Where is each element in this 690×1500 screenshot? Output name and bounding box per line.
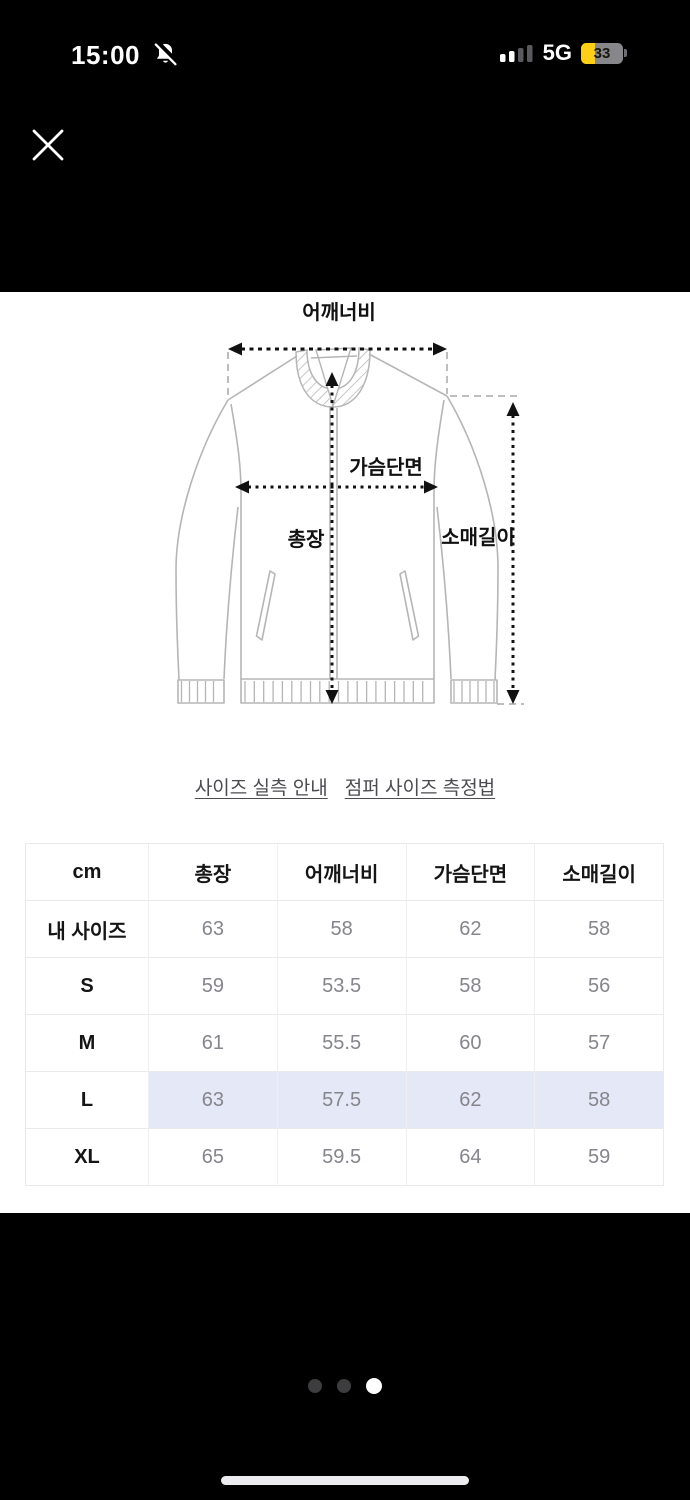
size-label: 내 사이즈 — [25, 900, 149, 958]
size-value: 62 — [405, 1071, 535, 1129]
shoulder-width-label: 어깨너비 — [302, 301, 376, 324]
size-value: 63 — [148, 1071, 278, 1129]
jacket-outline — [175, 353, 499, 704]
size-table: cm 총장 어깨너비 가슴단면 소매길이 내 사이즈 63 58 62 58 S 59 53.5 58 5… — [25, 843, 664, 1186]
column-header: 소매길이 — [534, 843, 664, 901]
chest-width-arrow — [235, 480, 438, 494]
size-label: S — [25, 957, 149, 1015]
pagination-dots — [0, 1378, 690, 1394]
column-header: 총장 — [148, 843, 278, 901]
table-row: 내 사이즈 63 58 62 58 — [25, 900, 664, 958]
battery-cap — [624, 49, 627, 57]
jacket-measurement-diagram: 어깨너비 가슴단면 총장 소매길이 — [175, 301, 524, 705]
shoulder-width-arrow — [228, 342, 447, 356]
table-row: L 63 57.5 62 58 — [25, 1071, 664, 1129]
size-value: 64 — [405, 1128, 535, 1186]
total-length-label: 총장 — [288, 528, 325, 551]
size-label: XL — [25, 1128, 149, 1186]
size-value: 58 — [534, 900, 664, 958]
home-indicator[interactable] — [221, 1476, 469, 1485]
size-value: 57 — [534, 1014, 664, 1072]
measure-guides — [227, 352, 524, 705]
pagination-dot[interactable] — [337, 1379, 351, 1393]
size-value: 59.5 — [276, 1128, 406, 1186]
battery-icon: 33 — [581, 42, 623, 64]
notifications-muted-icon — [154, 41, 179, 66]
close-icon — [32, 129, 64, 161]
close-button[interactable] — [26, 123, 70, 167]
guide-links: 사이즈 실측 안내 점퍼 사이즈 측정법 — [0, 773, 690, 800]
signal-strength-icon — [499, 44, 533, 62]
sleeve-length-arrow — [506, 402, 520, 704]
size-value: 61 — [148, 1014, 278, 1072]
network-type: 5G — [542, 40, 572, 65]
rib-lines — [180, 681, 495, 702]
total-length-arrow — [325, 372, 339, 704]
size-value: 56 — [534, 957, 664, 1015]
size-value: 58 — [405, 957, 535, 1015]
size-measure-guide-link[interactable]: 사이즈 실측 안내 — [194, 778, 328, 799]
size-value: 65 — [148, 1128, 278, 1186]
table-row: S 59 53.5 58 56 — [25, 957, 664, 1015]
column-header: cm — [25, 843, 149, 901]
size-value: 53.5 — [276, 957, 406, 1015]
size-value: 57.5 — [276, 1071, 406, 1129]
size-label: M — [25, 1014, 149, 1072]
table-header-row: cm 총장 어깨너비 가슴단면 소매길이 — [25, 843, 664, 901]
table-row: M 61 55.5 60 57 — [25, 1014, 664, 1072]
size-value: 63 — [148, 900, 278, 958]
clock: 15:00 — [71, 40, 140, 70]
size-value: 58 — [534, 1071, 664, 1129]
status-bar: 15:00 5G 33 — [0, 0, 690, 90]
size-label: L — [25, 1071, 149, 1129]
pagination-dot[interactable] — [366, 1378, 382, 1394]
chest-width-label: 가슴단면 — [349, 456, 423, 479]
size-value: 55.5 — [276, 1014, 406, 1072]
jumper-size-method-link[interactable]: 점퍼 사이즈 측정법 — [344, 778, 496, 799]
size-value: 58 — [276, 900, 406, 958]
size-value: 59 — [148, 957, 278, 1015]
column-header: 어깨너비 — [276, 843, 406, 901]
signal-bars — [499, 44, 533, 62]
size-value: 60 — [405, 1014, 535, 1072]
table-row: XL 65 59.5 64 59 — [25, 1128, 664, 1186]
size-value: 59 — [534, 1128, 664, 1186]
table-body: 내 사이즈 63 58 62 58 S 59 53.5 58 56 M 61 55.5 60 57 L 63 57… — [25, 900, 664, 1186]
size-guide-panel: 어깨너비 가슴단면 총장 소매길이 사이즈 실측 안내 점퍼 사이즈 측정법 c… — [0, 292, 690, 1213]
battery-fill — [581, 42, 595, 64]
sleeve-length-label: 소매길이 — [441, 526, 515, 549]
battery-percent: 33 — [593, 44, 611, 62]
pagination-dot[interactable] — [308, 1379, 322, 1393]
size-value: 62 — [405, 900, 535, 958]
column-header: 가슴단면 — [405, 843, 535, 901]
